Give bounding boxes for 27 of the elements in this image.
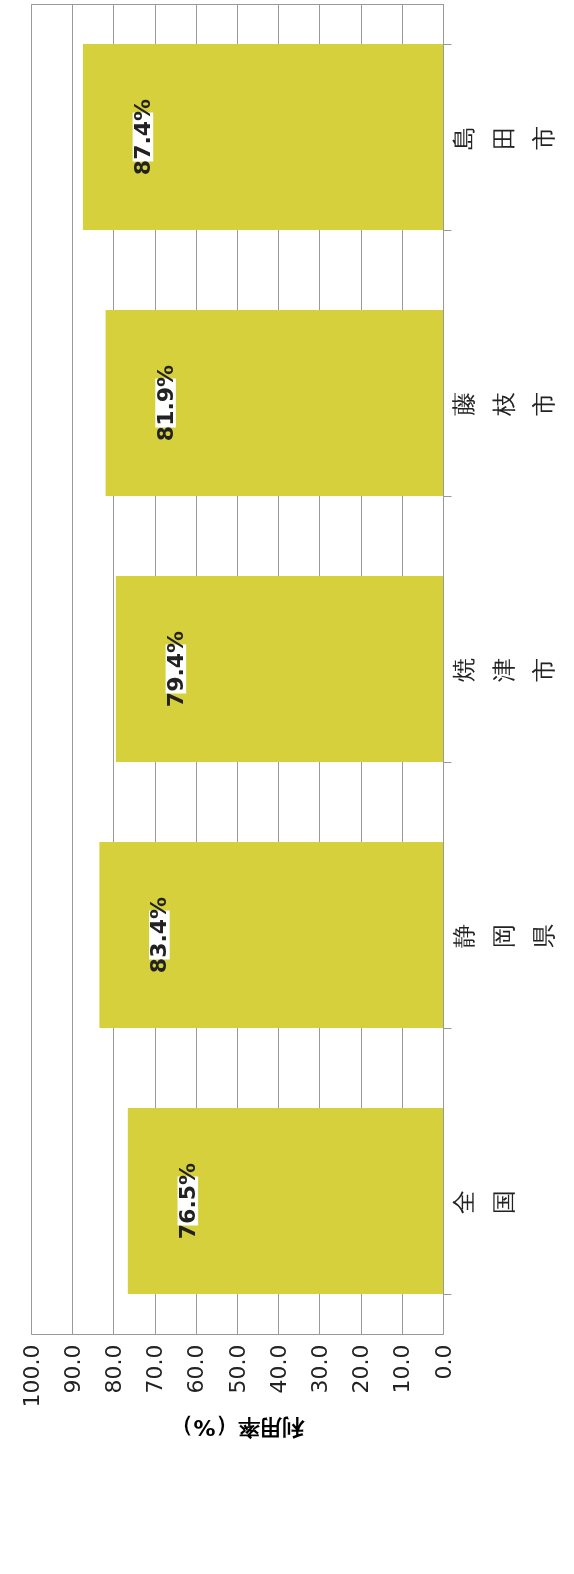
bar bbox=[99, 841, 443, 1029]
x-tick-label: 20.0 bbox=[348, 1344, 374, 1394]
data-label: 83.4% bbox=[146, 896, 172, 974]
bar bbox=[82, 43, 443, 231]
x-tick-label: 40.0 bbox=[265, 1344, 291, 1394]
x-tick-label: 90.0 bbox=[59, 1344, 85, 1394]
y-tick-label: 焼津市 bbox=[449, 657, 558, 682]
data-label: 81.9% bbox=[152, 364, 178, 442]
y-tick-label: 島田市 bbox=[449, 125, 558, 150]
x-axis-title: 利用率（%） bbox=[171, 1415, 305, 1441]
bar bbox=[127, 1107, 443, 1295]
data-label: 87.4% bbox=[129, 98, 155, 176]
y-tick-label: 静岡県 bbox=[449, 923, 558, 948]
data-label: 79.4% bbox=[162, 630, 188, 708]
y-tick-label: 全国 bbox=[449, 1189, 518, 1214]
x-tick-label: 100.0 bbox=[18, 1344, 44, 1408]
x-tick-label: 60.0 bbox=[183, 1344, 209, 1394]
x-tick-label: 70.0 bbox=[142, 1344, 168, 1394]
x-tick-label: 50.0 bbox=[224, 1344, 250, 1394]
x-tick-label: 80.0 bbox=[100, 1344, 126, 1394]
data-label: 76.5% bbox=[174, 1162, 200, 1240]
x-tick-label: 10.0 bbox=[389, 1344, 415, 1394]
bar bbox=[105, 309, 443, 497]
y-tick-label: 藤枝市 bbox=[449, 391, 558, 417]
bar bbox=[115, 575, 443, 763]
x-tick-label: 0.0 bbox=[430, 1344, 456, 1380]
x-tick-label: 30.0 bbox=[306, 1344, 332, 1394]
